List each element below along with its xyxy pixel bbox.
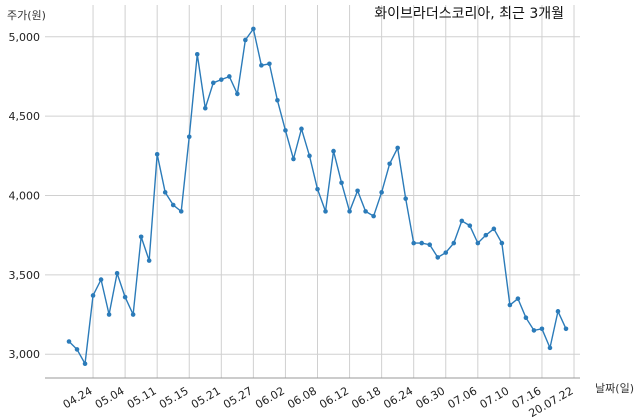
y-axis-label: 주가(원) xyxy=(7,9,46,22)
data-point xyxy=(243,37,248,43)
data-point xyxy=(371,213,376,219)
data-point xyxy=(475,240,481,246)
data-point xyxy=(275,97,280,103)
x-tick-label: 05.15 xyxy=(157,384,191,411)
data-point xyxy=(419,240,425,246)
data-point xyxy=(355,188,360,194)
x-tick-label: 07.06 xyxy=(446,384,480,411)
y-tick-label: 3,000 xyxy=(9,348,41,361)
data-point xyxy=(315,186,320,192)
x-tick-labels: 04.2405.0405.1105.1505.2105.2706.0206.08… xyxy=(61,384,576,419)
data-point xyxy=(259,63,264,68)
data-point xyxy=(491,226,497,232)
x-tick-label: 06.18 xyxy=(349,384,383,411)
data-point xyxy=(331,148,336,154)
data-point xyxy=(146,258,152,263)
data-point xyxy=(555,309,561,314)
data-point xyxy=(138,234,144,240)
data-point xyxy=(122,294,128,300)
x-tick-label: 05.21 xyxy=(189,384,223,411)
data-point xyxy=(98,277,104,282)
x-axis-label: 날짜(일) xyxy=(595,381,634,395)
x-tick-label: 06.24 xyxy=(381,384,415,411)
x-tick-label: 06.02 xyxy=(253,384,287,411)
x-tick-label: 05.11 xyxy=(125,384,159,411)
x-tick-label: 06.12 xyxy=(317,384,351,411)
data-point xyxy=(170,202,176,208)
data-point xyxy=(90,293,96,298)
x-tick-label: 05.04 xyxy=(93,384,127,411)
data-point xyxy=(299,126,304,132)
y-tick-label: 4,500 xyxy=(9,110,41,123)
data-point xyxy=(82,361,88,367)
data-point xyxy=(403,196,408,201)
y-tick-label: 4,000 xyxy=(9,190,41,203)
x-tick-label: 05.27 xyxy=(221,384,255,411)
data-point xyxy=(435,255,441,260)
data-point xyxy=(531,328,537,333)
x-tick-label: 06.30 xyxy=(413,384,447,411)
y-tick-label: 3,500 xyxy=(9,269,41,282)
data-point xyxy=(459,218,465,224)
data-point xyxy=(379,190,384,195)
data-point xyxy=(539,326,545,332)
data-point xyxy=(130,312,136,317)
data-point xyxy=(451,240,457,246)
data-point xyxy=(283,128,288,133)
data-point xyxy=(114,270,120,276)
x-tick-label: 04.24 xyxy=(61,384,95,411)
data-point xyxy=(219,77,224,82)
data-point xyxy=(515,296,521,301)
grid xyxy=(45,5,580,378)
data-point xyxy=(235,91,240,97)
data-point xyxy=(443,250,449,255)
data-point xyxy=(387,161,392,167)
data-point xyxy=(106,312,112,317)
data-point xyxy=(162,190,168,195)
data-point xyxy=(267,61,272,67)
data-point xyxy=(291,156,296,162)
data-point xyxy=(194,51,200,57)
price-series xyxy=(66,26,569,367)
data-point xyxy=(178,209,184,214)
x-tick-label: 07.10 xyxy=(478,384,512,411)
data-point xyxy=(427,242,433,247)
data-point xyxy=(74,347,80,352)
data-point xyxy=(547,345,553,351)
data-point xyxy=(251,26,256,32)
data-point xyxy=(154,151,160,157)
data-point xyxy=(186,134,192,140)
data-point xyxy=(339,180,344,186)
data-point xyxy=(323,209,328,214)
data-point xyxy=(563,326,569,332)
data-point xyxy=(411,240,416,246)
data-point xyxy=(363,209,368,214)
chart-title: 화이브라더스코리아, 최근 3개월 xyxy=(374,6,564,22)
data-point xyxy=(202,105,208,111)
data-point xyxy=(467,223,473,228)
data-point xyxy=(66,339,72,344)
data-point xyxy=(307,153,312,159)
data-point xyxy=(523,315,529,320)
x-tick-label: 06.08 xyxy=(285,384,319,411)
data-point xyxy=(347,209,352,214)
data-point xyxy=(395,145,400,151)
data-point xyxy=(499,240,505,246)
y-tick-label: 5,000 xyxy=(9,31,41,44)
data-point xyxy=(483,232,489,238)
data-point xyxy=(507,302,513,308)
y-tick-labels: 3,000 3,500 4,000 4,500 5,000 xyxy=(9,31,41,361)
data-point xyxy=(210,80,216,86)
data-point xyxy=(227,74,232,79)
